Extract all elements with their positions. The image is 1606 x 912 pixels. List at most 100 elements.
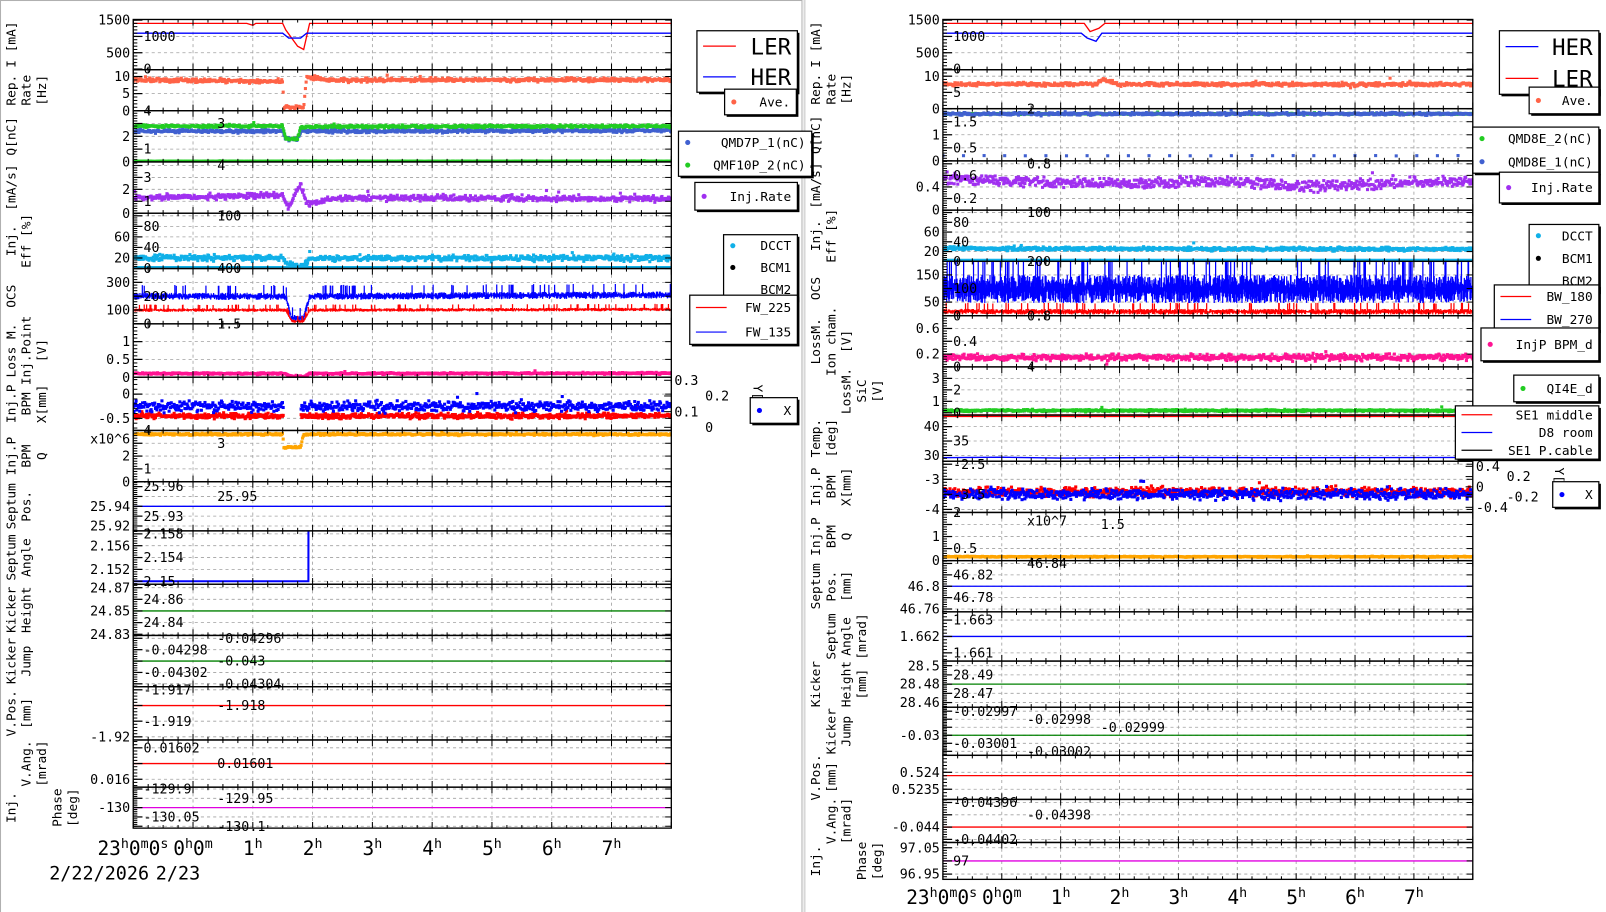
data-point-ave- [208, 77, 212, 81]
data-point-inj-rate [562, 194, 566, 198]
data-point-dcct [204, 256, 208, 260]
data-point-qmf10p-2-nc- [473, 126, 477, 130]
data-point-ave- [604, 77, 608, 81]
data-point-inj-rate [247, 195, 251, 200]
data-point-ave- [327, 79, 331, 83]
data-point-dcct [323, 257, 327, 261]
legend-dot-marker [701, 193, 707, 199]
series-group [133, 121, 672, 162]
data-point-inj-rate [364, 199, 368, 203]
data-point-inj-rate [290, 200, 294, 204]
data-point-dcct [543, 254, 547, 259]
data-point-inj-rate [224, 197, 228, 201]
data-point-dcct [585, 257, 589, 262]
data-point-ave- [341, 79, 345, 84]
data-point-inj-rate [387, 198, 391, 202]
data-point-ave- [225, 80, 229, 84]
data-point-inj-rate [473, 194, 477, 198]
data-point-inj-rate [538, 198, 542, 202]
data-point-dcct [483, 257, 488, 261]
data-point-inj-rate [291, 196, 295, 201]
data-point-qmf10p-2-nc- [298, 129, 302, 133]
data-point-inj-rate [290, 198, 295, 202]
data-point-dcct [179, 257, 183, 261]
y-tick-label: 1500 [98, 14, 130, 29]
data-point-inj-rate [608, 198, 612, 202]
data-point-dcct [157, 258, 161, 262]
data-point-inj-rate [134, 197, 138, 201]
data-point-inj-rate [298, 185, 302, 189]
legend-label: QMD7P_1(nC) [721, 136, 806, 151]
data-point-inj-rate [441, 192, 445, 196]
data-point-inj-rate [419, 194, 423, 198]
legend-item: QMD7P_1(nC) [685, 136, 806, 151]
data-point-inj-rate [206, 198, 210, 202]
data-point-dcct [374, 255, 378, 259]
data-point-ave- [433, 76, 437, 80]
data-point-dcct [577, 254, 581, 258]
data-point-dcct [139, 254, 143, 258]
data-point-inj-rate [544, 195, 548, 199]
data-point-qmd7p-1-nc- [367, 130, 371, 135]
data-point-ave- [603, 79, 607, 83]
data-point-inj-rate [369, 198, 373, 202]
data-point-inj-rate [549, 199, 554, 203]
legend-label: HER [751, 65, 792, 91]
data-point-dcct [383, 254, 387, 259]
data-point-inj-rate [262, 195, 266, 199]
y-tick-label: 2 [122, 183, 130, 198]
data-point-inj-rate [404, 194, 408, 198]
data-point-ave- [237, 80, 241, 85]
y-tick-label: 10 [114, 70, 130, 85]
data-point-ave- [253, 79, 257, 83]
legend-dot-marker [685, 139, 691, 146]
data-point-inj-rate [653, 200, 657, 204]
series-line-her [133, 32, 672, 39]
data-point-dcct [153, 253, 157, 257]
data-point-dcct [450, 258, 454, 262]
data-point-dcct [283, 257, 287, 262]
data-point-inj-rate [166, 197, 170, 201]
data-point-ave- [280, 78, 284, 82]
data-point-qmd7p-1-nc- [355, 128, 359, 132]
data-point-inj-rate [587, 197, 592, 201]
data-point-inj-rate [293, 193, 297, 197]
data-point-dcct [395, 258, 399, 262]
y-tick-label: 1 [143, 143, 151, 158]
data-point-inj-rate [322, 200, 326, 204]
data-point-qmd7p-1-nc- [594, 130, 598, 134]
data-point-inj-rate [531, 198, 535, 203]
data-point-dcct [288, 260, 292, 264]
data-point-inj-rate [305, 201, 309, 205]
series-line-ler [133, 22, 672, 51]
data-point-dcct [408, 258, 412, 262]
data-point-dcct [464, 258, 468, 262]
data-point-dcct [570, 251, 574, 255]
data-point-dcct [303, 262, 307, 266]
data-point-inj-rate [232, 196, 236, 200]
data-point-inj-rate [301, 190, 305, 194]
data-point-inj-rate [478, 197, 483, 201]
data-point-qmf10p-2-nc- [141, 123, 145, 127]
data-point-inj-rate [176, 193, 180, 197]
data-point-inj-rate [440, 195, 444, 199]
data-point-ave- [588, 76, 592, 80]
data-point-ave- [239, 77, 243, 81]
data-point-inj-rate [222, 193, 226, 197]
data-point-inj-rate [423, 193, 427, 197]
data-point-inj-rate [252, 192, 257, 196]
data-point-inj-rate [293, 191, 297, 195]
data-point-ave- [413, 76, 417, 80]
data-point-inj-rate [510, 193, 514, 197]
data-point-dcct [186, 258, 191, 262]
data-point-qmf10p-2-nc- [622, 125, 626, 129]
data-point-dcct [532, 253, 536, 257]
data-point-inj-rate [516, 195, 521, 200]
data-point-dcct [308, 249, 312, 254]
data-point-qmf10p-2-nc- [281, 127, 285, 131]
data-point-dcct [591, 258, 595, 262]
data-point-qmd7p-1-nc- [632, 127, 636, 131]
data-point-dcct [582, 259, 586, 263]
data-point-inj-rate [570, 199, 574, 203]
